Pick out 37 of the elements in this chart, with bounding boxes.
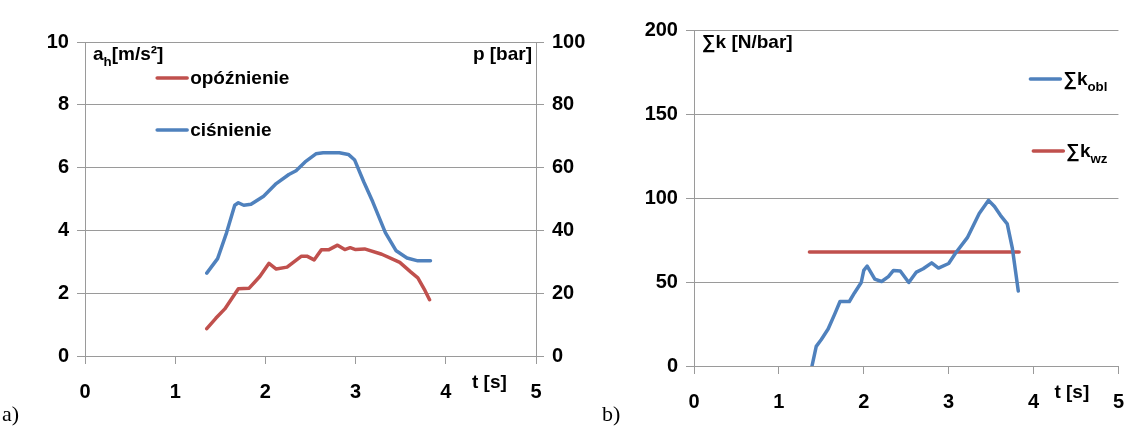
y2-tick-label: 0 <box>552 343 564 366</box>
x-tick-label: 5 <box>1112 389 1124 412</box>
y2-tick-label: 100 <box>552 29 586 52</box>
text: b) <box>602 400 621 426</box>
x-axis-title: t [s] <box>1054 381 1090 402</box>
y-tick-label: 200 <box>644 17 678 40</box>
y-tick-label: 0 <box>666 353 678 376</box>
legend-label: ciśnienie <box>190 119 272 140</box>
y-tick-label: 0 <box>57 343 69 366</box>
x-tick-label: 5 <box>530 379 542 402</box>
y-tick-label: 100 <box>644 185 678 208</box>
x-tick-label: 4 <box>1027 389 1040 412</box>
x-tick-label: 4 <box>440 379 453 402</box>
y-tick-label: 6 <box>57 155 69 178</box>
y2-tick-label: 80 <box>552 92 575 115</box>
x-tick-label: 1 <box>773 389 785 412</box>
x-tick-label: 3 <box>350 379 362 402</box>
x-tick-label: 3 <box>943 389 955 412</box>
y2-tick-label: 20 <box>552 280 575 303</box>
y2-tick-label: 60 <box>552 155 575 178</box>
x-tick-label: 2 <box>259 379 271 402</box>
x-tick-label: 0 <box>79 379 91 402</box>
y-tick-label: 4 <box>57 217 70 240</box>
text: a) <box>2 400 20 426</box>
y2-tick-label: 40 <box>552 217 575 240</box>
x-tick-label: 2 <box>858 389 870 412</box>
y-axis-title: ∑k [N/bar] <box>702 31 793 53</box>
x-tick-label: 0 <box>688 389 700 412</box>
x-tick-label: 1 <box>169 379 181 402</box>
y2-axis-title: p [bar] <box>472 43 532 64</box>
y-tick-label: 8 <box>57 92 69 115</box>
legend-label: opóźnienie <box>190 67 290 88</box>
y-tick-label: 2 <box>57 280 69 303</box>
x-axis-title: t [s] <box>472 371 507 392</box>
y-tick-label: 50 <box>655 269 678 292</box>
y-tick-label: 150 <box>644 101 678 124</box>
y-tick-label: 10 <box>46 29 69 52</box>
